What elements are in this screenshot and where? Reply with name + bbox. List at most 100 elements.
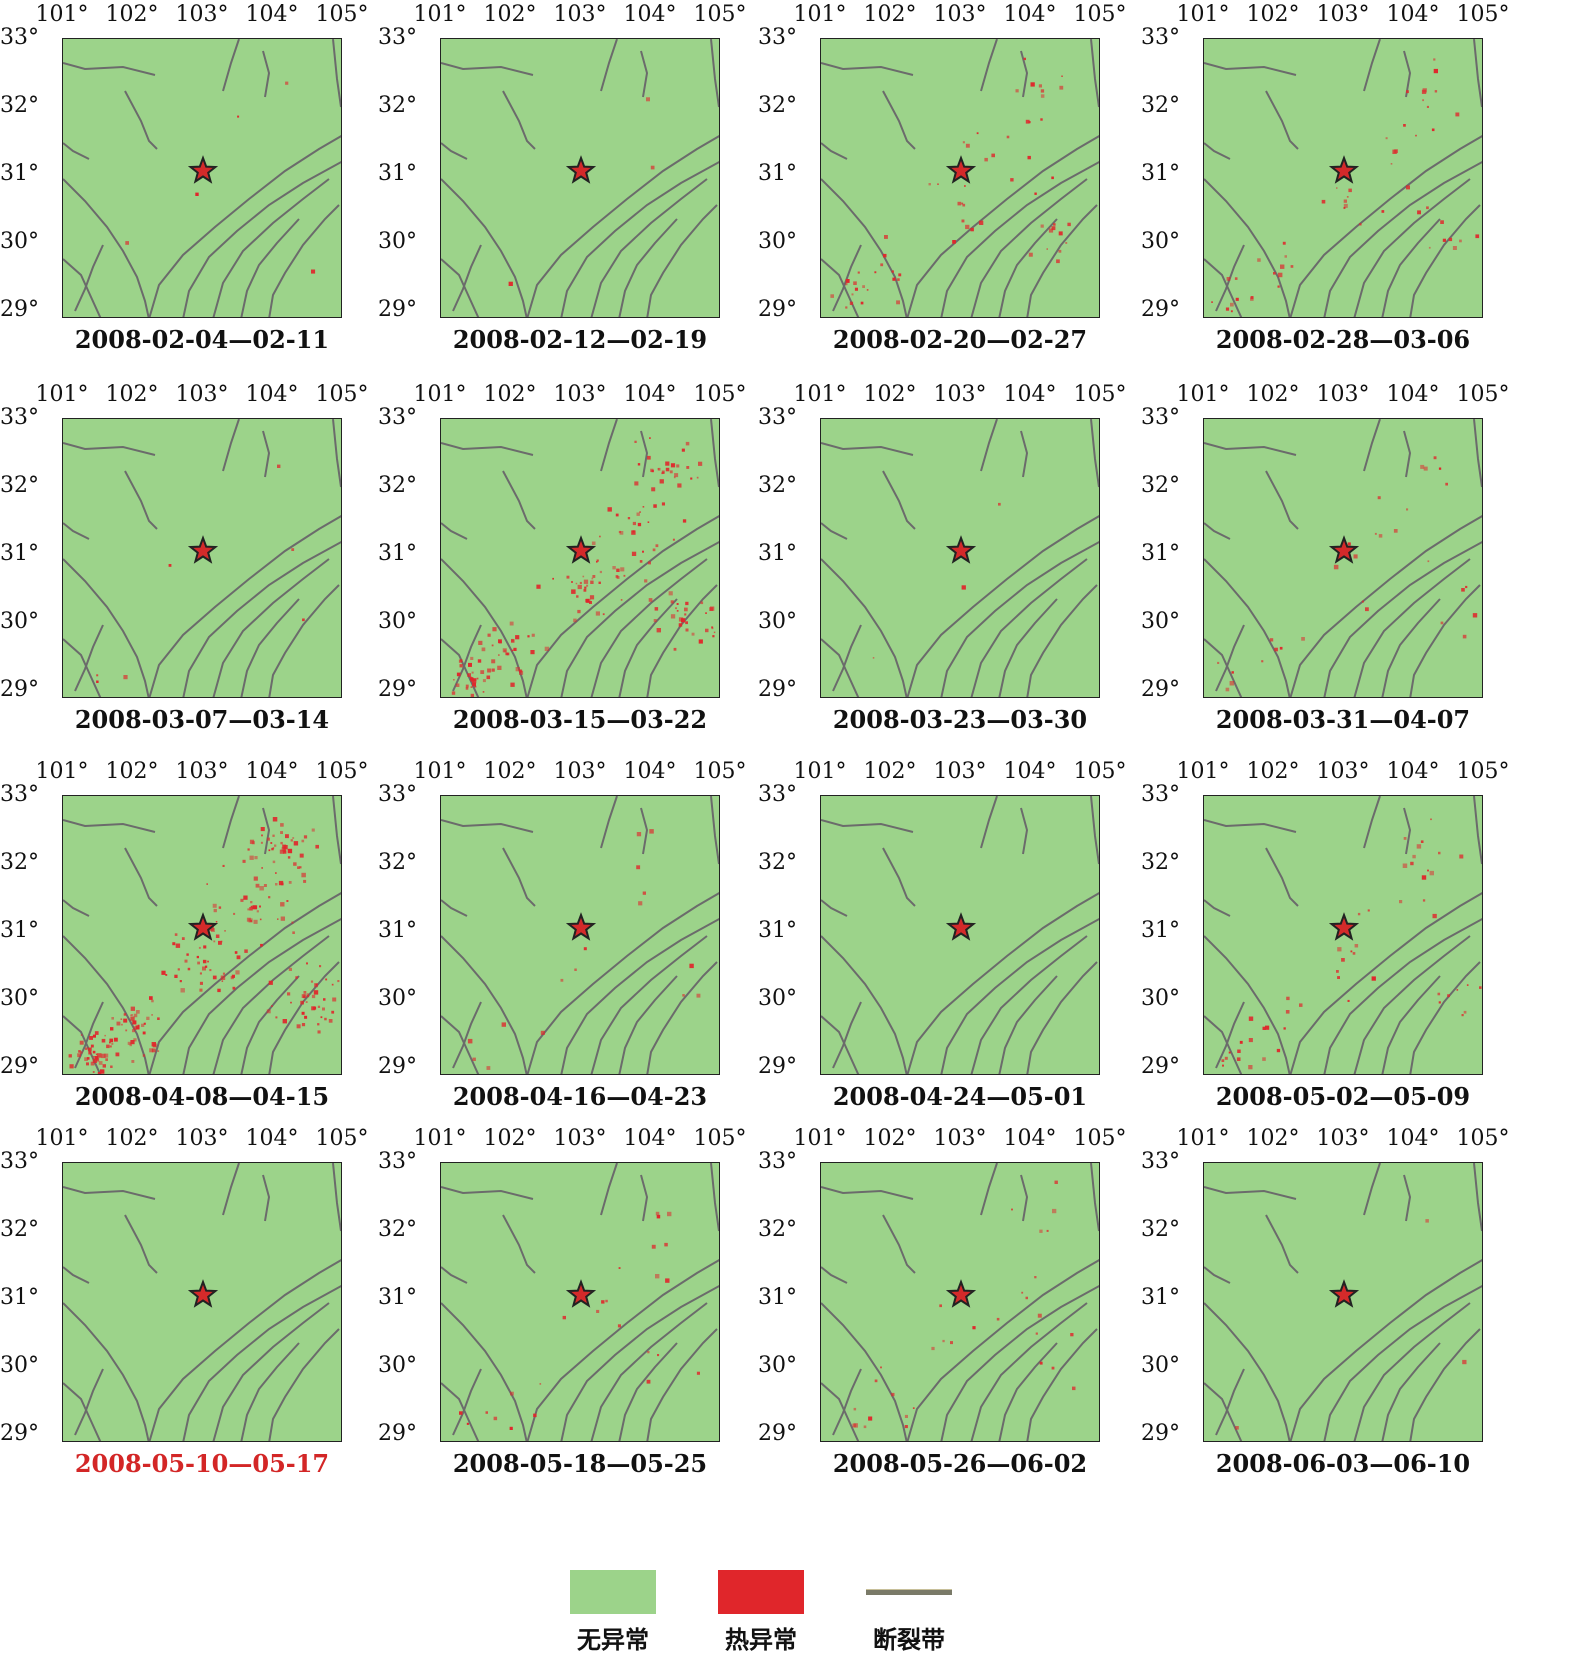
- thermal-anomaly-pixel: [1039, 1361, 1043, 1365]
- thermal-anomaly-pixel: [1417, 210, 1421, 215]
- epicenter-star-icon: [945, 535, 977, 564]
- thermal-anomaly-pixel: [1406, 90, 1409, 94]
- thermal-anomaly-pixel: [493, 1416, 498, 1421]
- thermal-anomaly-pixel: [299, 853, 304, 858]
- thermal-anomaly-pixel: [466, 1422, 469, 1425]
- thermal-anomaly-pixel: [141, 1023, 145, 1027]
- thermal-anomaly-pixel: [1426, 206, 1429, 210]
- fault-line: [502, 470, 536, 530]
- fault-line: [222, 39, 240, 92]
- map-svg: [441, 419, 719, 698]
- fault-line: [63, 258, 102, 317]
- thermal-anomaly-pixel: [511, 649, 513, 652]
- fault-line: [970, 1302, 1088, 1441]
- latitude-tick-label: 30°: [0, 986, 39, 1011]
- thermal-anomaly-pixel: [275, 883, 278, 886]
- thermal-anomaly-pixel: [101, 1038, 106, 1043]
- fault-line: [182, 160, 341, 317]
- fault-line: [1323, 540, 1482, 697]
- epicenter-star-icon: [1328, 912, 1360, 941]
- thermal-anomaly-pixel: [127, 1041, 131, 1045]
- thermal-anomaly-pixel: [937, 183, 939, 185]
- latitude-tick-label: 29°: [0, 1054, 39, 1079]
- thermal-anomaly-pixel: [1427, 560, 1430, 563]
- thermal-anomaly-pixel: [287, 848, 293, 854]
- fault-line: [526, 135, 719, 317]
- thermal-anomaly-pixel: [689, 963, 694, 969]
- thermal-anomaly-pixel: [1321, 199, 1326, 204]
- thermal-anomaly-pixel: [1333, 564, 1339, 570]
- thermal-anomaly-pixel: [293, 841, 299, 846]
- thermal-anomaly-pixel: [268, 980, 273, 985]
- thermal-anomaly-pixel: [857, 271, 860, 274]
- thermal-anomaly-pixel: [280, 882, 284, 886]
- fault-line: [640, 1174, 649, 1222]
- thermal-anomaly-pixel: [1277, 285, 1280, 288]
- thermal-anomaly-pixel: [470, 697, 474, 698]
- thermal-anomaly-pixel: [1261, 660, 1264, 663]
- longitude-tick-label: 103°: [1316, 759, 1370, 784]
- thermal-anomaly-pixel: [272, 860, 276, 864]
- fault-line: [821, 899, 848, 917]
- fault-line: [63, 638, 102, 697]
- thermal-anomaly-pixel: [111, 1042, 114, 1045]
- thermal-anomaly-pixel: [261, 867, 263, 869]
- longitude-tick-label: 103°: [933, 382, 987, 407]
- longitude-tick-label: 104°: [1003, 382, 1057, 407]
- thermal-anomaly-pixel: [94, 1056, 99, 1060]
- thermal-anomaly-pixel: [1465, 585, 1468, 589]
- thermal-anomaly-pixel: [1230, 310, 1233, 313]
- thermal-anomaly-pixel: [705, 612, 707, 614]
- fault-line: [1026, 584, 1098, 697]
- fault-line: [821, 442, 914, 456]
- thermal-anomaly-pixel: [234, 951, 238, 954]
- longitude-tick-label: 105°: [1456, 759, 1510, 784]
- fault-line: [63, 1015, 102, 1074]
- thermal-anomaly-pixel: [972, 1326, 976, 1330]
- fault-line: [182, 540, 341, 697]
- thermal-anomaly-pixel: [84, 1057, 88, 1061]
- thermal-anomaly-pixel: [904, 1414, 908, 1418]
- thermal-anomaly-pixel: [883, 253, 887, 258]
- thermal-anomaly-pixel: [505, 652, 509, 656]
- thermal-anomaly-pixel: [515, 667, 520, 672]
- thermal-anomaly-pixel: [632, 521, 636, 526]
- thermal-anomaly-pixel: [202, 959, 206, 963]
- thermal-anomaly-pixel: [213, 940, 216, 943]
- thermal-anomaly-pixel: [591, 541, 596, 546]
- fault-line: [526, 515, 719, 697]
- thermal-anomaly-pixel: [133, 1038, 137, 1042]
- latitude-tick-label: 29°: [1141, 297, 1180, 322]
- fault-line: [182, 917, 341, 1074]
- fault-line: [63, 178, 150, 317]
- thermal-anomaly-pixel: [110, 1065, 113, 1068]
- fault-line: [940, 160, 1099, 317]
- thermal-anomaly-pixel: [1402, 863, 1408, 868]
- thermal-anomaly-pixel: [280, 823, 284, 827]
- fault-line: [1381, 1342, 1441, 1441]
- fault-line: [1265, 847, 1299, 907]
- latitude-tick-label: 32°: [0, 473, 39, 498]
- map-panel: 101° 102° 103° 104° 105° 33° 32° 31° 30° 29° 2008-…: [1141, 757, 1510, 1112]
- longitude-tick-label: 103°: [175, 759, 229, 784]
- thermal-anomaly-pixel: [1028, 252, 1033, 257]
- fault-line: [970, 935, 1088, 1074]
- thermal-anomaly-pixel: [669, 470, 673, 474]
- longitude-tick-label: 104°: [245, 1126, 299, 1151]
- thermal-anomaly-pixel: [332, 997, 337, 1002]
- thermal-anomaly-pixel: [665, 1278, 670, 1283]
- thermal-anomaly-pixel: [552, 577, 554, 580]
- thermal-anomaly-pixel: [845, 282, 848, 286]
- epicenter-star-icon: [187, 155, 219, 184]
- thermal-anomaly-pixel: [672, 538, 675, 541]
- thermal-anomaly-pixel: [474, 685, 477, 688]
- panel-date-caption: 2008-02-04—02-11: [74, 325, 330, 354]
- thermal-anomaly-pixel: [487, 633, 491, 637]
- thermal-anomaly-pixel: [125, 241, 129, 245]
- thermal-anomaly-pixel: [618, 1267, 621, 1269]
- thermal-anomaly-pixel: [649, 437, 651, 439]
- fault-line: [1323, 1284, 1482, 1441]
- thermal-anomaly-pixel: [1269, 638, 1274, 642]
- thermal-anomaly-pixel: [690, 477, 693, 480]
- fault-line: [1204, 62, 1297, 76]
